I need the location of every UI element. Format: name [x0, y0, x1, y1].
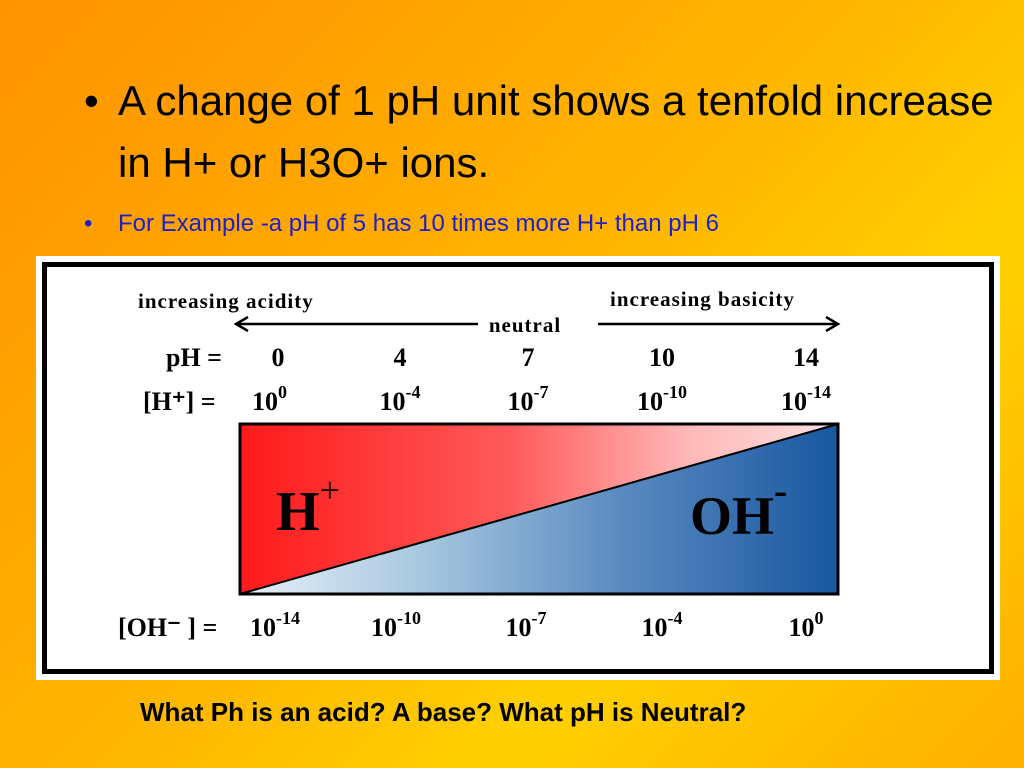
h-concentration-value: 10-4	[380, 382, 421, 416]
oh-ion-label: OH-	[690, 468, 787, 546]
h-concentration-value: 100	[252, 382, 287, 416]
neutral-label: neutral	[489, 313, 561, 337]
h-ion-label: H+	[276, 470, 340, 543]
h-concentration-value: 10-10	[637, 382, 687, 416]
oh-row-label: [OH⁻ ] =	[118, 613, 217, 642]
question-text: What Ph is an acid? A base? What pH is N…	[140, 697, 747, 727]
bullet-1-text: A change of 1 pH unit shows a tenfold in…	[118, 77, 994, 186]
bullet-2: • For Example -a pH of 5 has 10 times mo…	[84, 208, 1004, 240]
ph-values: 0 4 7 10 14	[272, 343, 820, 372]
basicity-arrow	[598, 315, 841, 333]
oh-concentration-values: 10-14 10-10 10-7 10-4 100	[250, 608, 824, 642]
oh-concentration-value: 10-4	[642, 608, 683, 642]
acidity-arrow	[233, 315, 478, 333]
ion-gradient-block	[238, 422, 840, 596]
h-concentration-value: 10-14	[781, 382, 831, 416]
gradient-block-border	[238, 422, 840, 596]
h-concentration-values: 100 10-4 10-7 10-10 10-14	[252, 382, 831, 416]
h-row-label: [H⁺] =	[143, 387, 216, 416]
ph-scale-diagram: increasing acidity increasing basicity n…	[118, 287, 841, 642]
increasing-basicity-label: increasing basicity	[610, 287, 795, 311]
oh-concentration-value: 10-7	[506, 608, 547, 642]
h-concentration-value: 10-7	[508, 382, 549, 416]
ion-divider-line	[239, 423, 839, 595]
bullet-marker: •	[84, 77, 99, 124]
bullet-1: • A change of 1 pH unit shows a tenfold …	[84, 70, 1004, 194]
ph-value: 4	[394, 343, 407, 372]
bullet-marker: •	[84, 210, 93, 237]
ph-value: 7	[522, 343, 535, 372]
oh-concentration-value: 10-10	[371, 608, 421, 642]
ph-value: 0	[272, 343, 285, 372]
increasing-acidity-label: increasing acidity	[138, 289, 314, 313]
oh-concentration-value: 10-14	[250, 608, 300, 642]
ph-scale-figure: increasing acidity increasing basicity n…	[36, 256, 1000, 680]
oh-concentration-value: 100	[789, 608, 824, 642]
ph-row-label: pH =	[166, 343, 222, 372]
ph-value: 14	[793, 343, 819, 372]
bullet-2-text: For Example -a pH of 5 has 10 times more…	[118, 210, 719, 237]
ph-value: 10	[649, 343, 675, 372]
